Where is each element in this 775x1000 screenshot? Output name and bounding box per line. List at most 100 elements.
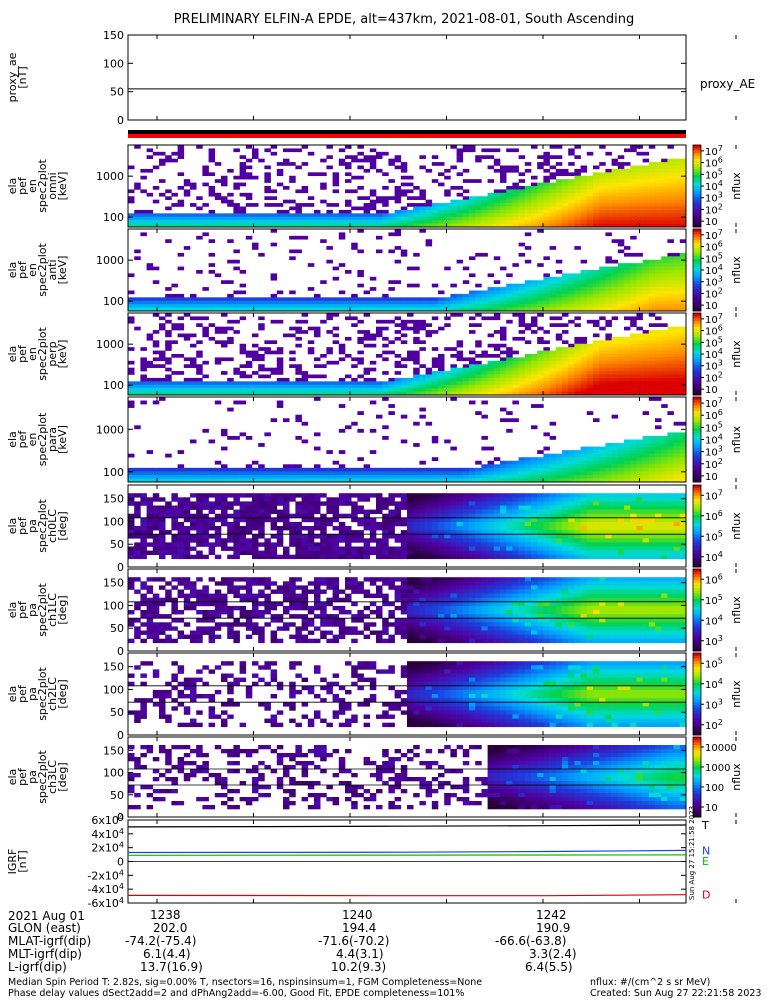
ela_pef_en_spec2plot_perp-cell: [524, 381, 532, 386]
ela_pef_pa_spec2plot_ch0LC-cell: [462, 493, 470, 498]
ela_pef_pa_spec2plot_ch0LC-cell: [307, 538, 315, 543]
ela_pef_en_spec2plot_omni-cell: [196, 213, 203, 218]
ela_pef_en_spec2plot_omni-cell: [679, 220, 687, 224]
ela_pef_en_spec2plot_omni-cell: [314, 223, 321, 228]
ela_pef_en_spec2plot_omni-cell: [574, 145, 581, 149]
ela_pef_en_spec2plot_anti-cell: [661, 276, 668, 281]
ela_pef_en_spec2plot_para-cell: [314, 397, 321, 401]
ela_pef_pa_spec2plot_ch0LC-cell: [462, 517, 470, 523]
ela_pef_en_spec2plot_omni-cell: [586, 186, 594, 190]
ela_pef_en_spec2plot_perp-cell: [642, 357, 650, 362]
ela_pef_en_spec2plot_para-cell: [487, 467, 495, 472]
ela_pef_en_spec2plot_para-cell: [642, 474, 650, 479]
ela_pef_en_spec2plot_perp-cell: [264, 367, 271, 372]
ela_pef_en_spec2plot_perp-cell: [245, 388, 253, 392]
ela_pef_en_spec2plot_perp-cell: [673, 336, 681, 341]
ela_pef_en_spec2plot_para-cell: [655, 446, 662, 451]
ela_pef_en_spec2plot_omni-cell: [177, 172, 185, 177]
ela_pef_en_spec2plot_para-cell: [624, 443, 631, 447]
ela_pef_en_spec2plot_omni-cell: [171, 203, 178, 207]
ela_pef_en_spec2plot_omni-cell: [332, 213, 340, 218]
ela_pef_en_spec2plot_anti-cell: [196, 270, 203, 274]
ela_pef_en_spec2plot_para-cell: [549, 474, 557, 479]
ela_pef_en_spec2plot_anti-cell: [363, 290, 371, 295]
ela_pef_pa_spec2plot_ch0LC-cell: [345, 526, 352, 531]
ela_pef_en_spec2plot_anti-colorbar-tick-label: 103: [705, 275, 723, 289]
ela_pef_en_spec2plot_anti-cell: [679, 300, 687, 305]
ela_pef_en_spec2plot_omni-cell: [487, 165, 495, 170]
ela_pef_pa_spec2plot_ch0LC-cell: [270, 554, 278, 560]
ela_pef_en_spec2plot_anti-cell: [351, 293, 358, 298]
ela_pef_en_spec2plot_anti-cell: [555, 283, 563, 288]
ela_pef_en_spec2plot_omni-cell: [574, 155, 581, 159]
ela_pef_en_spec2plot_para-cell: [295, 418, 302, 423]
ela_pef_en_spec2plot_perp-cell: [636, 367, 643, 372]
ela_pef_en_spec2plot_anti-cell: [506, 283, 513, 288]
ela_pef_en_spec2plot_anti-cell: [531, 304, 538, 308]
ela_pef_en_spec2plot_omni-cell: [667, 186, 674, 190]
ela_pef_en_spec2plot_omni-cell: [376, 151, 383, 156]
ela_pef_pa_spec2plot_ch0LC-cell: [208, 509, 216, 514]
ela_pef_en_spec2plot_omni-cell: [574, 182, 581, 187]
ela_pef_en_spec2plot_omni-cell: [605, 192, 612, 197]
ela_pef_en_spec2plot_perp-cell: [245, 374, 253, 379]
ela_pef_en_spec2plot_anti-cell: [301, 300, 309, 305]
ela_pef_en_spec2plot_perp-cell: [487, 343, 495, 348]
ela_pef_en_spec2plot_omni-cell: [531, 189, 538, 194]
ela_pef_en_spec2plot_anti-cell: [326, 300, 333, 305]
ela_pef_en_spec2plot_para-cell: [128, 471, 135, 476]
ela_pef_en_spec2plot_para-cell: [140, 471, 147, 476]
ela_pef_en_spec2plot_para-cell: [679, 446, 687, 451]
ela_pef_en_spec2plot_para-cell: [630, 446, 637, 451]
ela_pef_en_spec2plot_omni-cell: [667, 209, 674, 214]
ela_pef_en_spec2plot_omni-cell: [642, 189, 650, 194]
ela_pef_pa_spec2plot_ch0LC-cell: [264, 493, 271, 498]
ela_pef_en_spec2plot_perp-cell: [221, 357, 228, 362]
ela_pef_pa_spec2plot_ch0LC-cell: [493, 505, 501, 510]
ela_pef_en_spec2plot_anti-cell: [524, 297, 532, 302]
ela_pef_en_spec2plot_perp-cell: [301, 388, 309, 392]
ela_pef_en_spec2plot_para-cell: [661, 464, 668, 469]
ela_pef_en_spec2plot_perp-cell: [345, 381, 352, 386]
ela_pef_en_spec2plot_anti-cell: [518, 307, 526, 312]
ela_pef_en_spec2plot_anti-cell: [369, 307, 377, 312]
ela_pef_en_spec2plot_perp-cell: [493, 313, 501, 317]
ela_pef_en_spec2plot_omni-cell: [537, 206, 544, 211]
ela_pef_en_spec2plot_omni-cell: [611, 179, 619, 183]
ela_pef_en_spec2plot_anti-cell: [221, 307, 228, 312]
ela_pef_pa_spec2plot_ch0LC-cell: [134, 505, 141, 510]
ela_pef_en_spec2plot_para-cell: [475, 478, 482, 483]
ela_pef_en_spec2plot_perp-cell: [227, 336, 234, 341]
ela_pef_en_spec2plot_anti-cell: [518, 283, 526, 288]
ela_pef_en_spec2plot_omni-cell: [295, 223, 302, 228]
ela_pef_en_spec2plot_omni-cell: [524, 186, 532, 190]
ela_pef_en_spec2plot_omni-cell: [630, 216, 637, 221]
ela_pef_en_spec2plot_anti-cell: [214, 304, 222, 308]
ela_pef_en_spec2plot_omni-cell: [388, 216, 395, 221]
ela_pef_en_spec2plot_perp-cell: [202, 330, 209, 334]
ela_pef_en_spec2plot_perp-cell: [562, 384, 569, 389]
ela_pef_en_spec2plot_omni-cell: [233, 216, 240, 221]
ela_pef_en_spec2plot_perp-cell: [580, 360, 588, 365]
ela_pef_en_spec2plot_anti-cell: [636, 276, 643, 281]
ela_pef_en_spec2plot_perp-cell: [648, 377, 656, 382]
ela_pef_en_spec2plot_para-cell: [580, 471, 588, 476]
ela_pef_en_spec2plot_para-cell: [233, 467, 240, 472]
ela_pef_en_spec2plot_anti-cell: [593, 283, 600, 288]
ela_pef_en_spec2plot_para-cell: [642, 478, 650, 483]
ela_pef_pa_spec2plot_ch0LC-cell: [382, 534, 389, 539]
ela_pef_pa_spec2plot_ch0LC-cell: [196, 501, 203, 506]
ela_pef_en_spec2plot_perp-cell: [506, 350, 513, 355]
ela_pef_en_spec2plot_omni-cell: [394, 155, 402, 159]
ela_pef_en_spec2plot_perp-cell: [648, 357, 656, 362]
ela_pef_en_spec2plot_anti-cell: [152, 297, 160, 302]
ela_pef_en_spec2plot_omni-cell: [630, 220, 637, 224]
ela_pef_en_spec2plot_omni-cell: [593, 220, 600, 224]
ela_pef_en_spec2plot_perp-cell: [146, 384, 154, 389]
ela_pef_en_spec2plot_para-cell: [252, 478, 259, 483]
ela_pef_en_spec2plot_omni-cell: [208, 192, 216, 197]
ela_pef_en_spec2plot_perp-cell: [481, 367, 488, 372]
ela_pef_pa_spec2plot_ch0LC-cell: [171, 521, 178, 527]
ela_pef_en_spec2plot_perp-cell: [611, 347, 619, 351]
ela_pef_en_spec2plot_anti-cell: [407, 307, 414, 312]
